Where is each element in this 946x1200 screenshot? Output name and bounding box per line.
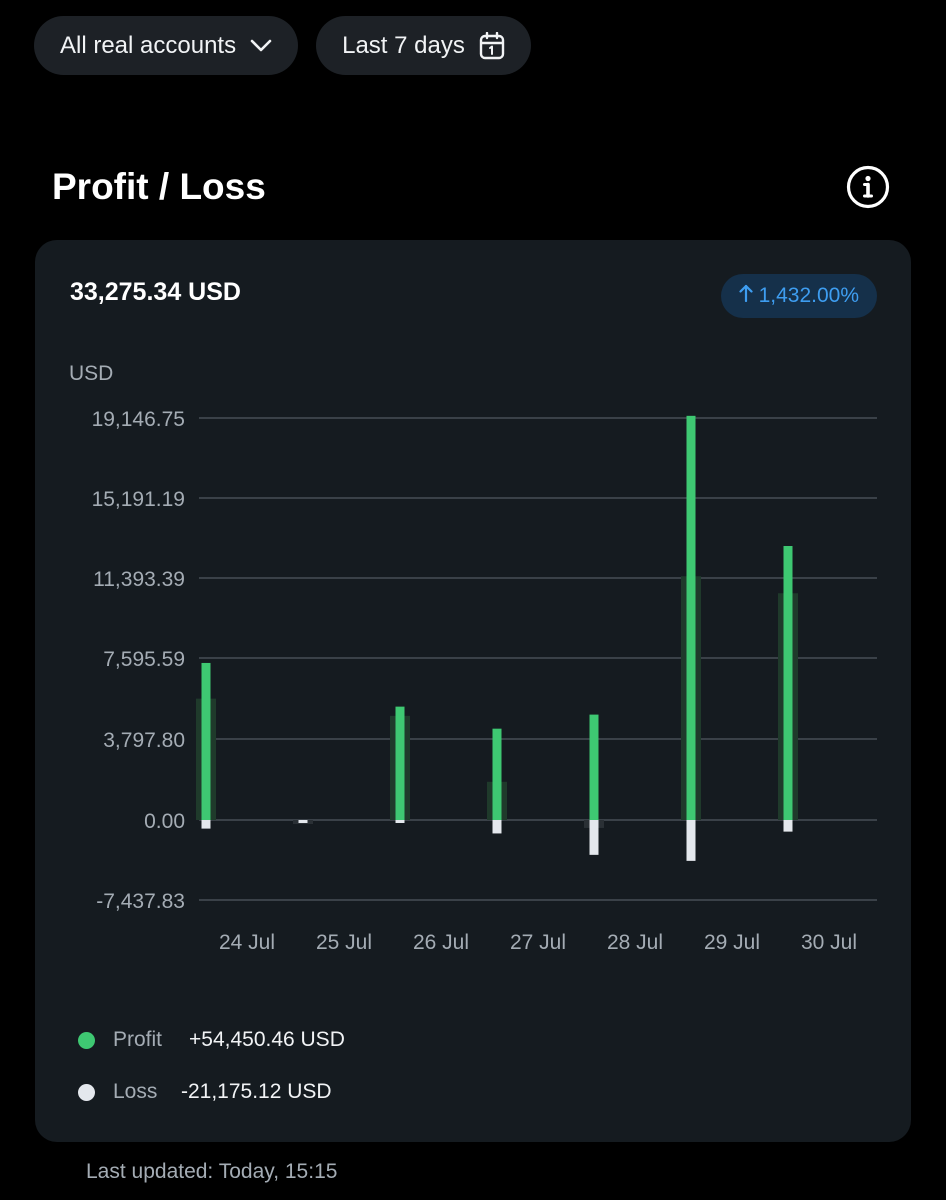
profit-bar	[395, 706, 405, 820]
y-tick-label: 7,595.59	[103, 648, 185, 671]
loss-bar	[589, 820, 599, 855]
x-tick-label: 25 Jul	[316, 931, 372, 954]
x-tick-label: 26 Jul	[413, 931, 469, 954]
profit-bar	[686, 415, 696, 820]
x-tick-label: 30 Jul	[801, 931, 857, 954]
y-tick-label: 19,146.75	[92, 408, 185, 431]
profit-bar	[783, 546, 793, 820]
x-tick-label: 28 Jul	[607, 931, 663, 954]
change-value: 1,432.00%	[758, 284, 859, 307]
total-value: 33,275.34 USD	[70, 278, 241, 306]
filter-bar: All real accounts Last 7 days	[34, 16, 531, 75]
loss-bar	[298, 820, 308, 823]
legend-profit: Profit +54,450.46 USD	[78, 1028, 345, 1052]
loss-bar	[686, 820, 696, 861]
info-icon[interactable]	[846, 165, 890, 209]
chevron-down-icon	[250, 39, 272, 53]
profit-dot	[78, 1031, 95, 1049]
legend-profit-value: +54,450.46 USD	[189, 1028, 345, 1051]
last-updated: Last updated: Today, 15:15	[86, 1160, 338, 1183]
loss-bar	[492, 820, 502, 834]
x-tick-label: 29 Jul	[704, 931, 760, 954]
x-tick-label: 27 Jul	[510, 931, 566, 954]
legend-loss: Loss -21,175.12 USD	[78, 1080, 332, 1104]
x-tick-label: 24 Jul	[219, 931, 275, 954]
y-tick-label: 15,191.19	[92, 488, 185, 511]
calendar-icon	[479, 31, 505, 60]
profit-bar	[589, 714, 599, 820]
profit-bar	[492, 728, 502, 820]
y-axis-unit: USD	[69, 362, 114, 385]
date-range-selector[interactable]: Last 7 days	[316, 16, 531, 75]
y-tick-label: 0.00	[144, 810, 185, 833]
loss-bar	[395, 820, 405, 823]
y-tick-label: 11,393.39	[93, 568, 185, 591]
account-selector-label: All real accounts	[60, 31, 237, 59]
date-range-label: Last 7 days	[342, 31, 465, 59]
loss-bar	[783, 820, 793, 832]
section-title: Profit / Loss	[52, 166, 266, 207]
y-tick-label: 3,797.80	[103, 729, 185, 752]
arrow-up-icon	[738, 284, 753, 308]
legend-loss-value: -21,175.12 USD	[181, 1080, 332, 1103]
legend-loss-label: Loss	[113, 1080, 158, 1103]
legend-profit-label: Profit	[113, 1028, 163, 1051]
account-selector[interactable]: All real accounts	[34, 16, 299, 75]
loss-bar	[201, 820, 211, 829]
change-badge: 1,432.00%	[720, 274, 877, 318]
profit-loss-chart: 19,146.75 15,191.19 11,393.39 7,595.59 3,797…	[92, 408, 877, 954]
profit-loss-card: 33,275.34 USD 1,432.00% USD 19,146.75 15,…	[35, 240, 911, 1142]
profit-bar	[201, 662, 211, 820]
y-tick-label: -7,437.83	[96, 890, 185, 913]
loss-dot	[78, 1083, 95, 1101]
